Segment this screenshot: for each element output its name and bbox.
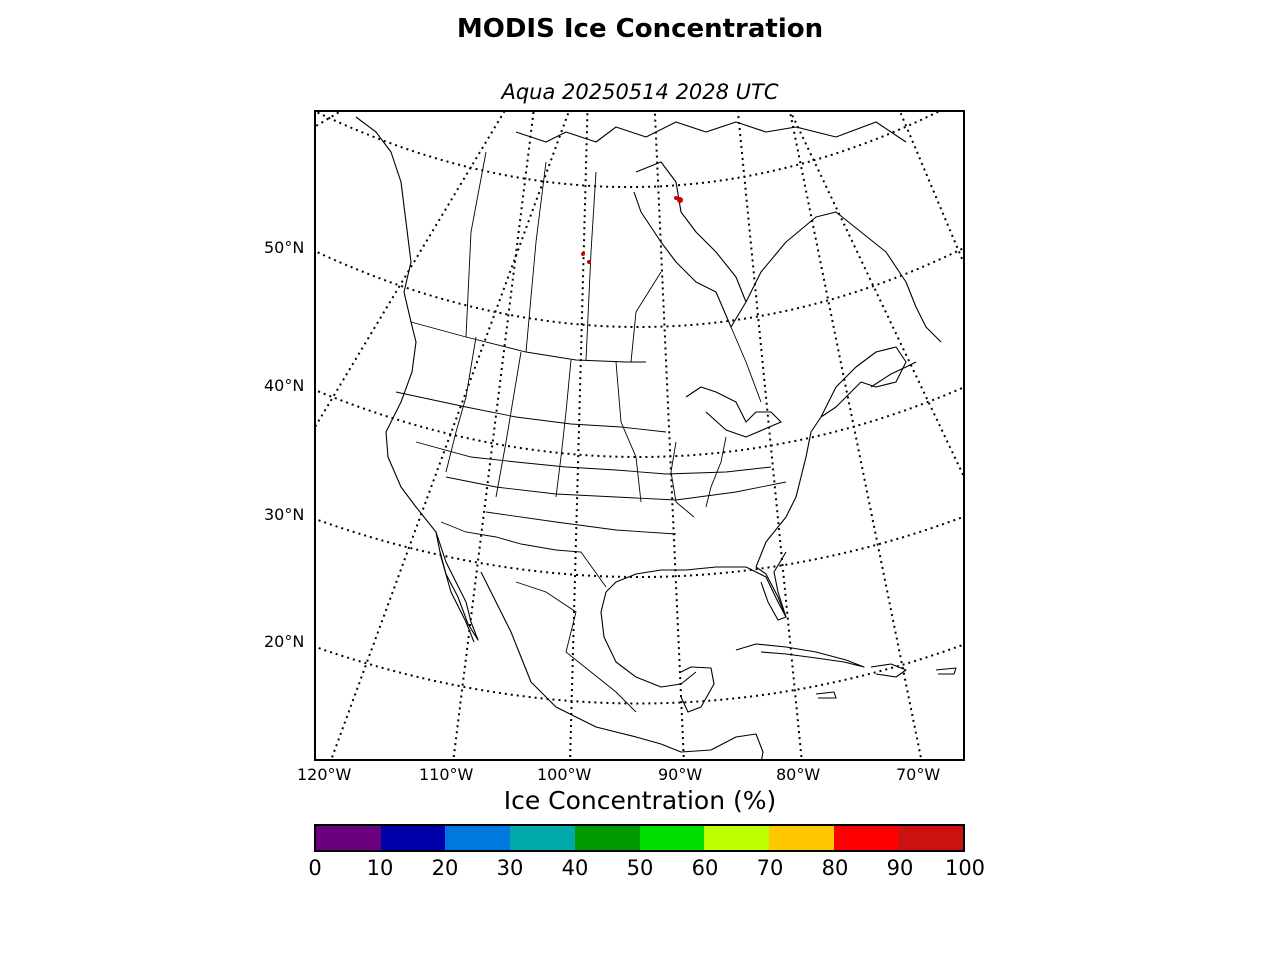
arctic-islands (515, 121, 907, 143)
parallel-60n (316, 112, 940, 188)
yucatan (680, 666, 715, 713)
gulf-of-st-lawrence (820, 346, 907, 418)
mexico-west-coast (480, 571, 662, 745)
map-canvas (316, 112, 963, 759)
canada-provinces-3 (585, 171, 597, 361)
map-frame (314, 110, 965, 761)
colorbar-tick-label: 70 (756, 856, 784, 880)
meridian-50w (899, 112, 963, 264)
hudson-bay (633, 161, 747, 328)
parallel-20n (316, 643, 963, 705)
colorbar-segment (380, 826, 446, 850)
state-lines-5 (670, 441, 695, 518)
canada-provinces-4 (630, 271, 662, 363)
lon-label-110w: 110°W (419, 765, 474, 784)
mexico-gulf-coast (600, 591, 697, 688)
great-lakes (685, 386, 782, 438)
colorbar-tick-label: 50 (626, 856, 654, 880)
colorbar-tick-label: 10 (366, 856, 394, 880)
state-lines-2 (495, 351, 522, 498)
state-lines-6 (705, 436, 727, 508)
meridian-100w (569, 112, 589, 759)
meridian-60w (789, 112, 963, 477)
lon-label-70w: 70°W (896, 765, 941, 784)
colorbar-tick-label: 90 (886, 856, 914, 880)
ice-detection-point (674, 196, 678, 200)
colorbar-label: Ice Concentration (%) (503, 786, 777, 815)
ice-detections (581, 196, 683, 264)
state-lines-h4 (485, 511, 677, 535)
colorbar (314, 824, 965, 852)
state-lines-h2 (415, 441, 772, 475)
florida (755, 566, 787, 621)
parallel-30n (316, 515, 963, 578)
chart-subtitle: Aqua 20250514 2028 UTC (501, 80, 779, 104)
lat-label-50n: 50°N (264, 238, 305, 257)
jamaica (815, 691, 837, 699)
lat-label-20n: 20°N (264, 632, 305, 651)
labrador (745, 211, 942, 343)
mexico-states (515, 581, 637, 713)
colorbar-tick-label: 30 (496, 856, 524, 880)
colorbar-segment (898, 826, 964, 850)
colorbar-segment (445, 826, 511, 850)
canada-provinces-1 (465, 151, 487, 338)
lon-label-90w: 90°W (658, 765, 703, 784)
lon-label-80w: 80°W (776, 765, 821, 784)
meridian-120w (330, 112, 570, 759)
ice-detection-point (587, 260, 591, 264)
colorbar-tick-label: 40 (561, 856, 589, 880)
colorbar-segment (833, 826, 899, 850)
ice-detection-point (677, 197, 683, 203)
central-america (660, 733, 764, 759)
colorbar-tick-label: 60 (691, 856, 719, 880)
lon-label-100w: 100°W (537, 765, 592, 784)
lat-label-40n: 40°N (264, 376, 305, 395)
parallel-50n (316, 247, 963, 328)
state-lines-3 (555, 359, 572, 498)
meridian-90w (653, 112, 685, 759)
colorbar-segment (704, 826, 769, 850)
state-lines-h3 (445, 476, 787, 501)
gulf-coast (605, 551, 787, 618)
colorbar-tick-label: 20 (431, 856, 459, 880)
us-mexico-border (440, 521, 607, 588)
canada-provinces-2 (525, 161, 547, 353)
colorbar-segment (768, 826, 834, 850)
cuba (735, 643, 865, 668)
meridian-130w (316, 112, 506, 428)
meridian-140w (316, 112, 342, 128)
colorbar-tick-label: 100 (944, 856, 986, 880)
state-lines-h1 (395, 391, 667, 433)
coastlines (355, 116, 957, 759)
meridian-70w (789, 112, 923, 759)
baja-california (435, 531, 479, 641)
state-lines-4 (615, 361, 642, 503)
chart-title: MODIS Ice Concentration (456, 14, 824, 44)
east-coast (755, 381, 862, 568)
graticule (316, 112, 963, 759)
us-canada-border (410, 321, 646, 363)
colorbar-segment (639, 826, 705, 850)
nova-scotia (870, 361, 917, 388)
colorbar-segment (574, 826, 640, 850)
political-borders (395, 151, 787, 713)
west-coast (355, 116, 475, 643)
parallel-40n (316, 386, 963, 458)
hispaniola (870, 663, 907, 678)
colorbar-tick-label: 0 (308, 856, 322, 880)
colorbar-segment (316, 826, 381, 850)
colorbar-tick-label: 80 (821, 856, 849, 880)
lat-label-30n: 30°N (264, 505, 305, 524)
colorbar-segment (510, 826, 575, 850)
puerto-rico (935, 667, 957, 675)
canada-provinces-5 (730, 326, 762, 403)
lon-label-120w: 120°W (297, 765, 352, 784)
ice-detection-point (581, 252, 585, 256)
